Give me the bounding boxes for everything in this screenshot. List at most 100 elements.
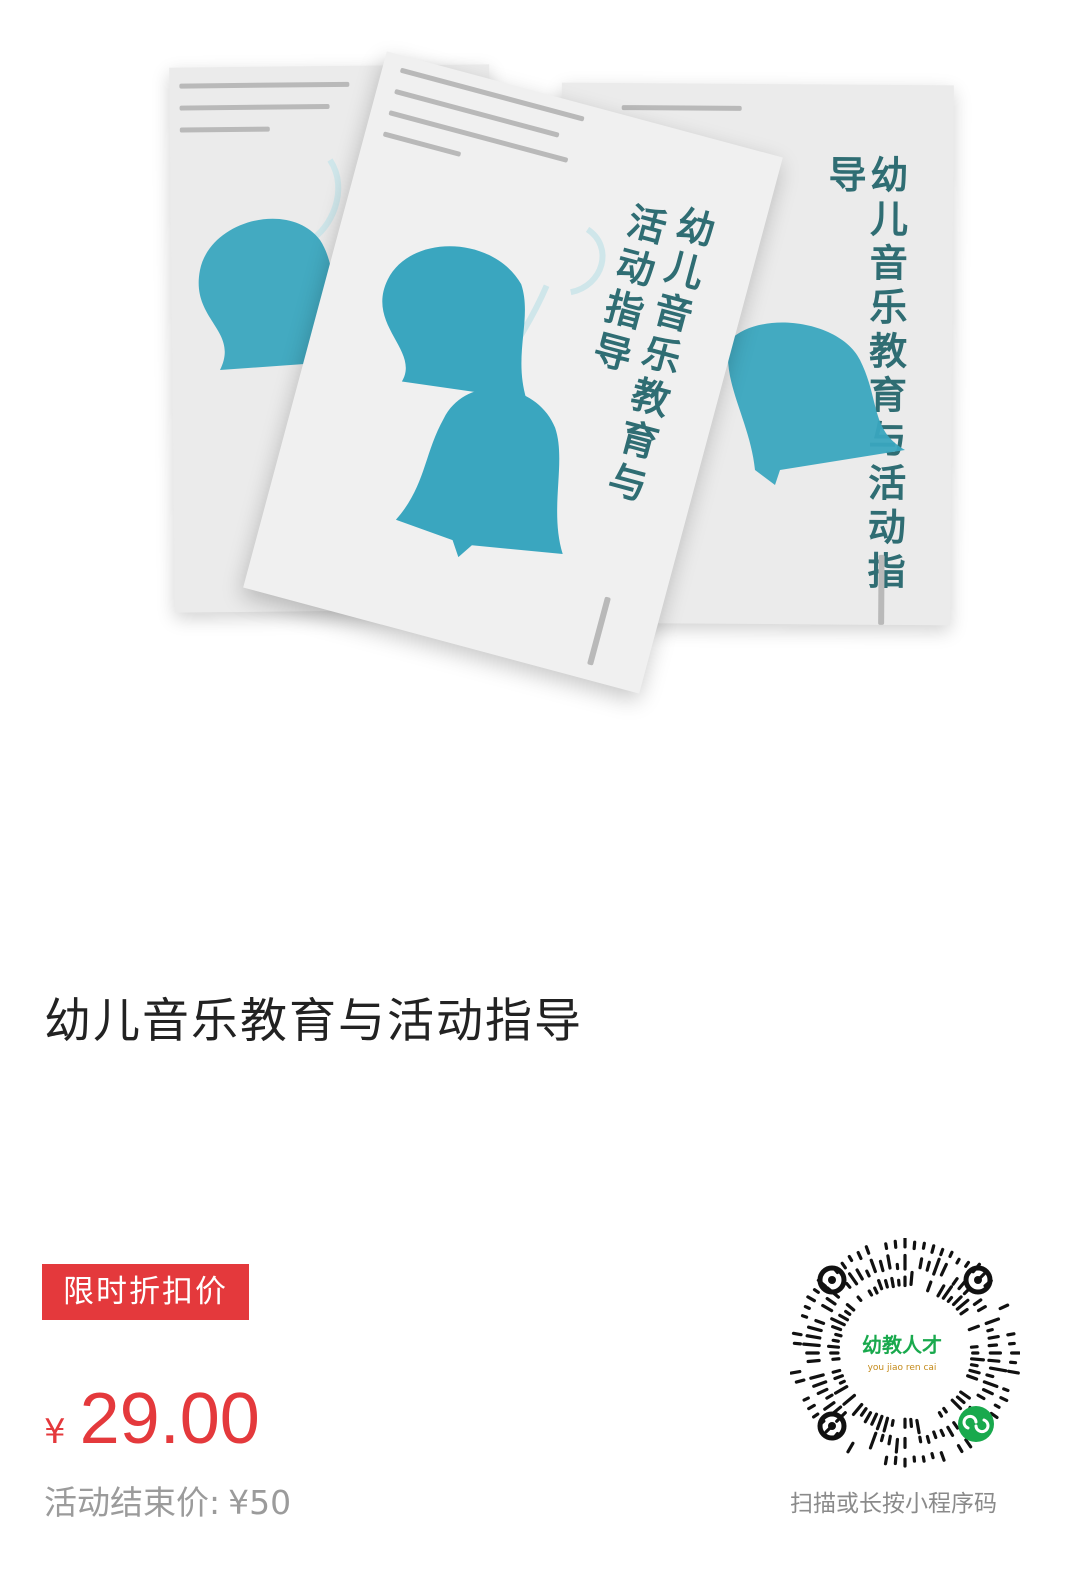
code-ray	[806, 1358, 821, 1364]
code-ray	[925, 1434, 931, 1444]
code-ray	[838, 1379, 846, 1385]
code-ray	[1002, 1387, 1010, 1393]
code-ray	[936, 1284, 946, 1298]
code-ray	[809, 1373, 825, 1380]
code-ray	[890, 1276, 895, 1289]
code-ray	[851, 1402, 864, 1417]
end-price: 活动结束价: ¥50	[44, 1476, 291, 1524]
code-ray	[790, 1369, 802, 1375]
discount-price: ¥29.00	[44, 1378, 260, 1460]
code-ray	[869, 1258, 877, 1274]
code-ray	[847, 1254, 854, 1263]
price-value: 29.00	[79, 1379, 260, 1459]
code-rays	[790, 1238, 1020, 1468]
finder-top-right-icon	[963, 1265, 993, 1295]
code-ray	[840, 1261, 847, 1270]
code-ray	[987, 1343, 999, 1348]
code-ray	[883, 1455, 889, 1466]
code-ray	[834, 1332, 843, 1338]
code-ray	[823, 1401, 836, 1411]
code-ray	[856, 1250, 863, 1261]
logo-pinyin: you jiao ren cai	[868, 1363, 937, 1373]
code-ray	[955, 1257, 961, 1265]
code-ray	[830, 1317, 846, 1327]
code-ray	[890, 1419, 895, 1427]
code-ray	[833, 1385, 849, 1395]
code-ray	[878, 1259, 885, 1273]
code-ray	[803, 1304, 811, 1310]
code-ray	[867, 1289, 874, 1297]
code-ray	[855, 1268, 864, 1281]
code-ray	[863, 1411, 873, 1424]
code-ray	[831, 1357, 841, 1361]
code-ray	[844, 1309, 852, 1316]
code-ray	[792, 1341, 802, 1346]
code-ray	[814, 1318, 826, 1325]
code-ray	[847, 1272, 859, 1286]
code-ray	[964, 1438, 973, 1449]
code-ray	[969, 1363, 979, 1368]
code-ray	[998, 1303, 1010, 1311]
code-ray	[886, 1254, 892, 1270]
code-ray	[955, 1395, 966, 1405]
code-ray	[950, 1398, 963, 1411]
code-ray	[806, 1325, 823, 1333]
code-ray	[939, 1428, 946, 1437]
code-ray	[969, 1357, 985, 1362]
code-ray	[959, 1390, 971, 1400]
code-ray	[939, 1262, 948, 1277]
code-ray	[918, 1257, 924, 1270]
code-ray	[845, 1281, 852, 1289]
code-ray	[930, 1452, 935, 1460]
code-ray	[918, 1435, 923, 1444]
front-book: 幼儿音乐教育与 活动指导	[243, 51, 783, 694]
currency-symbol: ¥	[44, 1412, 66, 1452]
code-ray	[946, 1295, 954, 1303]
code-ray	[825, 1296, 837, 1306]
code-ray	[976, 1305, 987, 1313]
code-ray	[939, 1451, 946, 1462]
code-ray	[921, 1455, 926, 1463]
code-ray	[984, 1317, 1001, 1326]
code-ray	[806, 1295, 816, 1303]
code-ray	[932, 1430, 938, 1440]
code-ray	[893, 1239, 898, 1249]
code-ray	[873, 1286, 879, 1295]
code-ray	[964, 1260, 971, 1268]
code-ray	[845, 1303, 856, 1312]
code-ray	[915, 1418, 921, 1435]
code-ray	[993, 1403, 1001, 1409]
code-ray	[976, 1393, 986, 1401]
code-ray	[942, 1406, 948, 1414]
code-ray	[988, 1366, 1008, 1373]
code-ray	[987, 1358, 1001, 1363]
code-ray	[884, 1279, 889, 1289]
code-ray	[831, 1368, 842, 1374]
product-title: 幼儿音乐教育与活动指导	[44, 994, 583, 1049]
code-ray	[821, 1303, 834, 1313]
code-ray	[981, 1388, 994, 1396]
code-ray	[800, 1314, 809, 1319]
finder-top-left-icon	[817, 1265, 847, 1295]
code-ray	[812, 1380, 828, 1388]
end-price-value: ¥50	[228, 1483, 292, 1522]
code-ray	[812, 1288, 820, 1294]
code-ray	[1006, 1332, 1016, 1337]
code-ray	[827, 1344, 841, 1349]
code-ray	[909, 1270, 914, 1286]
limited-discount-badge: 限时折扣价	[42, 1264, 249, 1320]
finder-bottom-left-icon	[817, 1411, 847, 1441]
logo-text: 幼教人才	[862, 1333, 942, 1357]
front-bells-icon	[382, 226, 606, 558]
code-ray	[894, 1437, 900, 1454]
mini-program-logo-icon	[958, 1406, 994, 1442]
code-ray	[846, 1441, 855, 1454]
code-ray	[956, 1444, 964, 1454]
mini-program-code[interactable]: 幼教人才 you jiao ren cai	[790, 1238, 1020, 1468]
code-ray	[831, 1338, 840, 1343]
code-ray	[921, 1241, 926, 1250]
code-ray	[912, 1240, 917, 1251]
code-ray	[856, 1295, 863, 1302]
code-ray	[882, 1416, 890, 1433]
code-ray	[831, 1325, 843, 1332]
